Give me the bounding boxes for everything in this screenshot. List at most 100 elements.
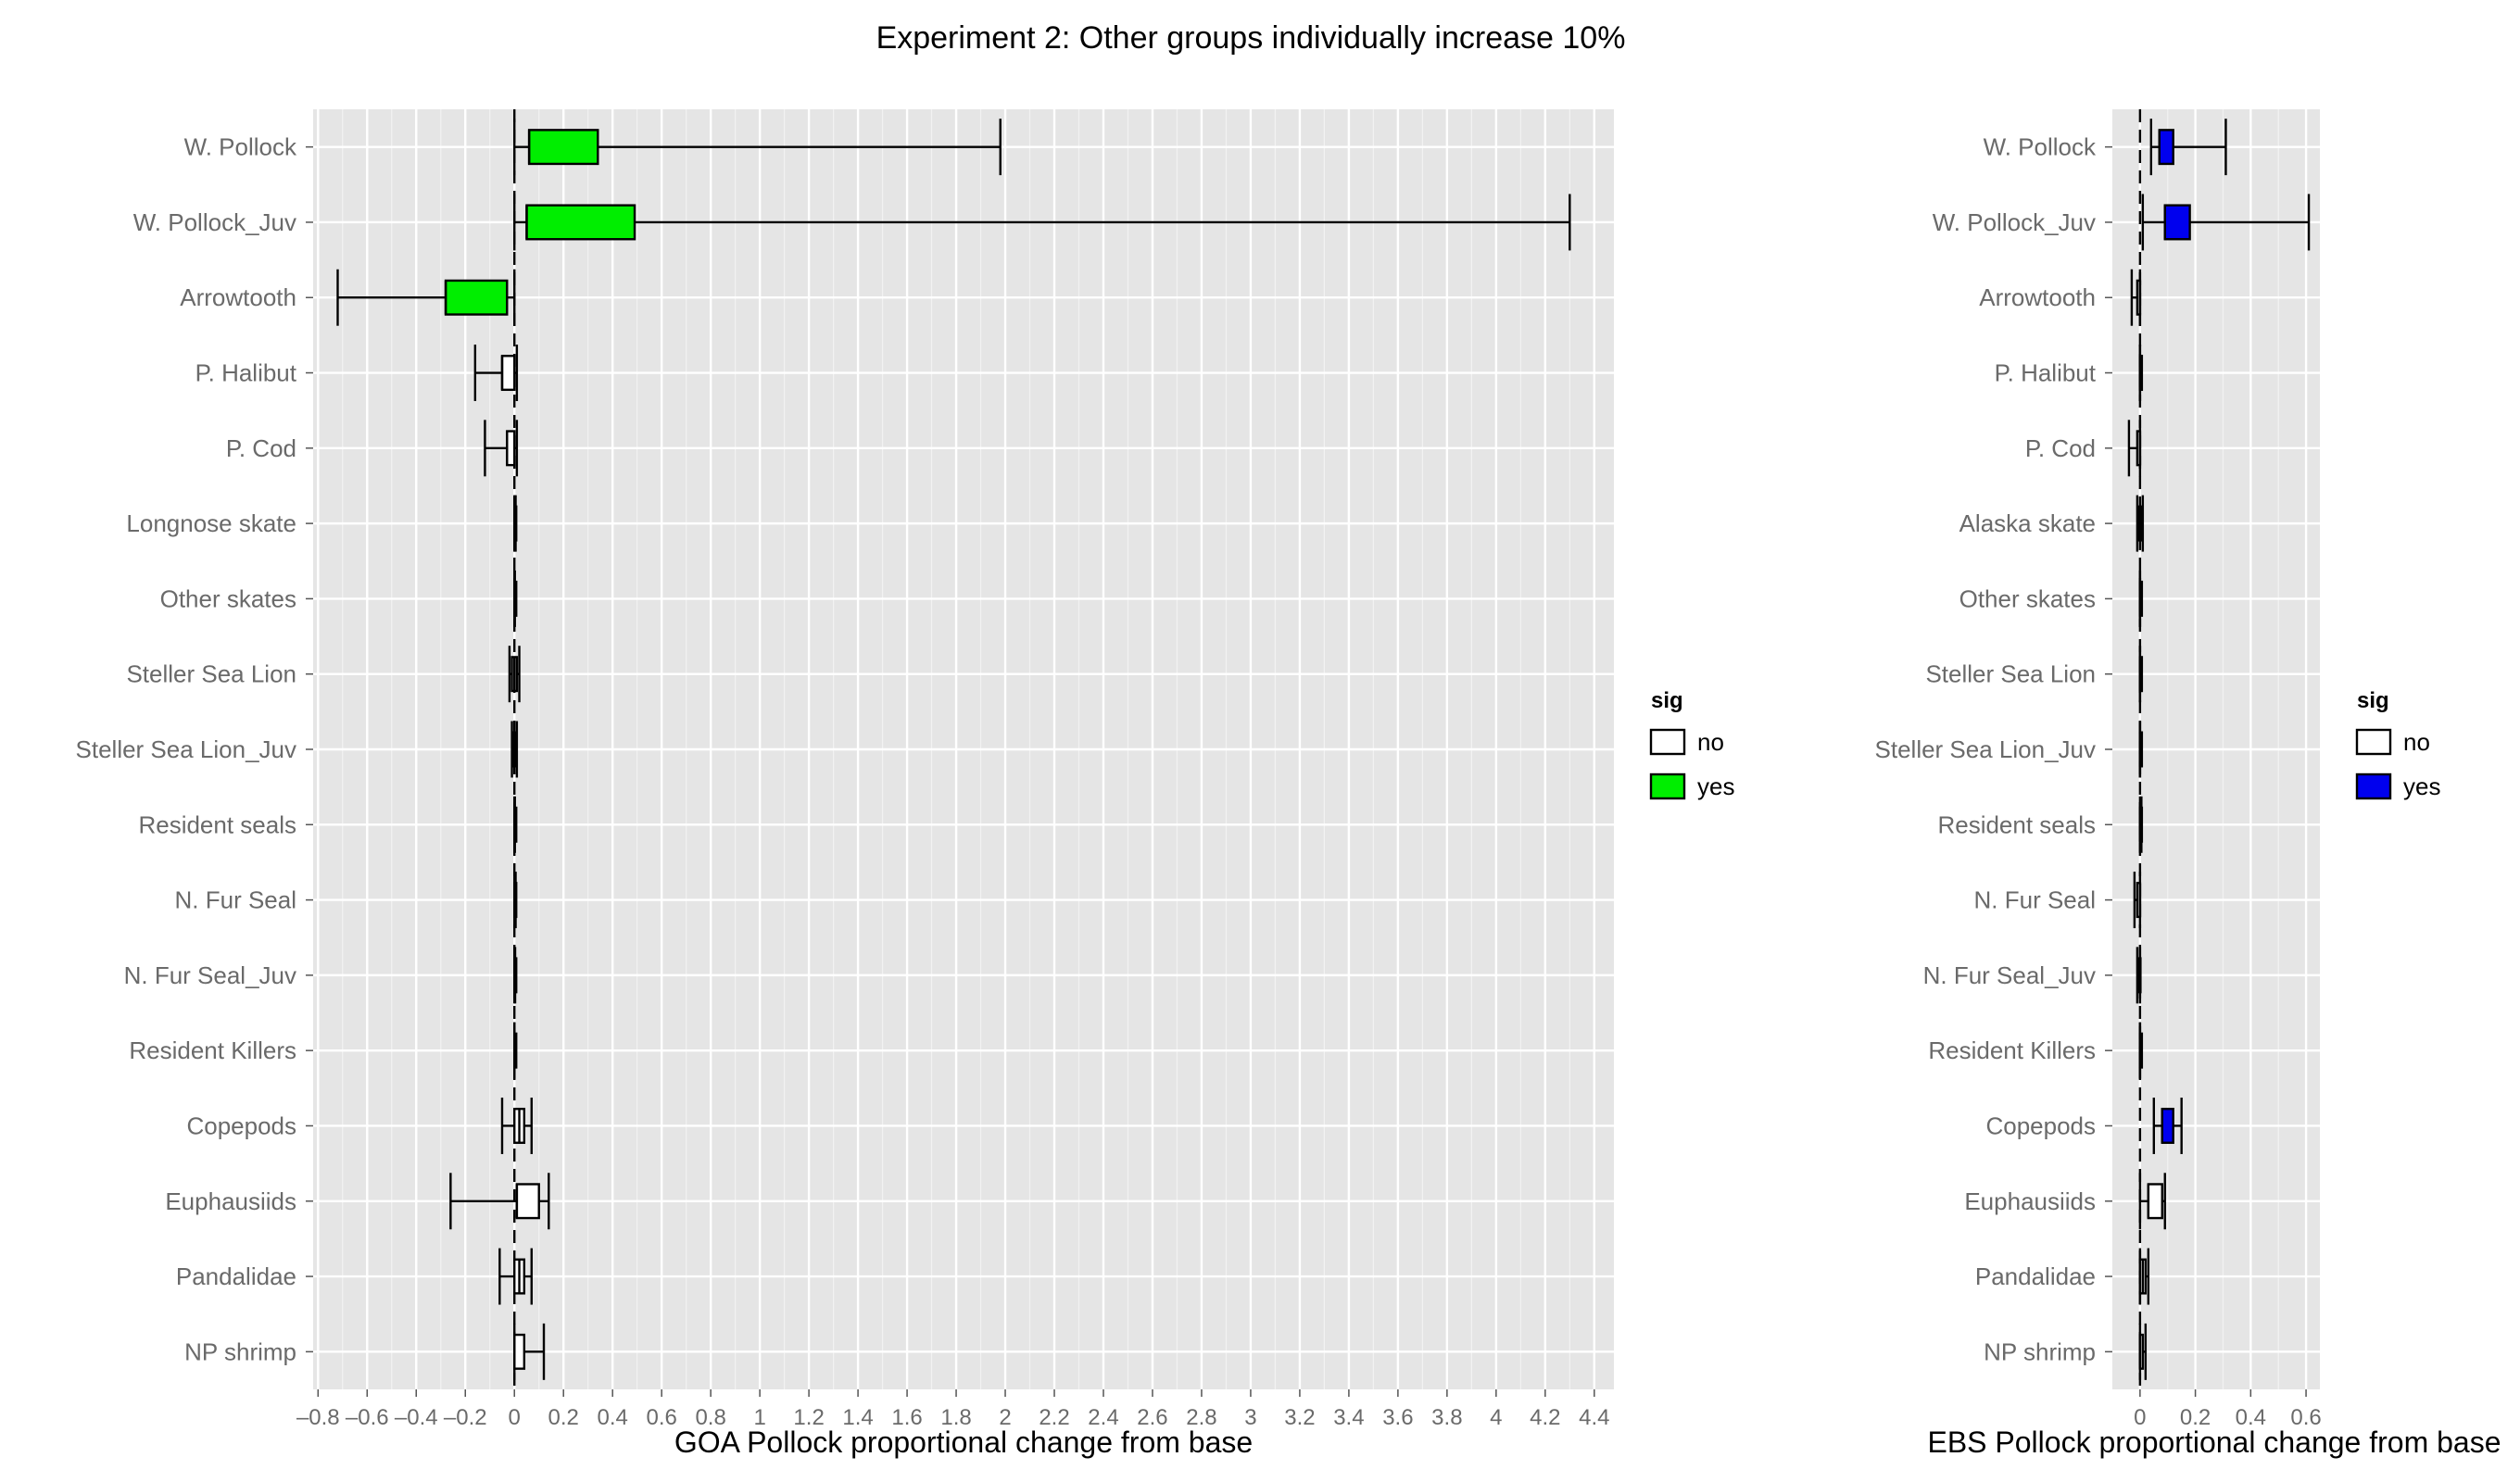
x-tick-label: 1.6	[891, 1405, 922, 1430]
category-label: Euphausiids	[165, 1187, 296, 1215]
x-tick-label: 3.8	[1431, 1405, 1462, 1430]
category-label: Pandalidae	[1975, 1262, 2096, 1290]
box-12	[2136, 947, 2142, 1004]
x-tick-label: 2.8	[1186, 1405, 1216, 1430]
x-tick-label: 1.8	[940, 1405, 971, 1430]
x-tick-label: 0.4	[2236, 1405, 2266, 1430]
legend-label-no: no	[2403, 728, 2430, 756]
x-tick-label: 0.6	[646, 1405, 676, 1430]
box-iqr	[500, 355, 516, 392]
legend-key-no	[2355, 728, 2392, 756]
box-iqr	[525, 204, 636, 241]
box-12	[513, 947, 518, 1004]
x-tick-label: 4	[1490, 1405, 1502, 1430]
category-label: N. Fur Seal_Juv	[124, 961, 296, 989]
x-tick-label: –0.2	[444, 1405, 487, 1430]
x-tick-label: 2.2	[1039, 1405, 1069, 1430]
category-label: Arrowtooth	[1979, 283, 2096, 311]
x-tick-label: 0.6	[2290, 1405, 2321, 1430]
x-tick-label: 3.2	[1284, 1405, 1315, 1430]
category-label: NP shrimp	[184, 1338, 296, 1365]
category-label: Euphausiids	[1964, 1187, 2096, 1215]
box-9	[510, 721, 519, 778]
x-tick-label: 1.2	[793, 1405, 824, 1430]
x-tick-label: 0.8	[695, 1405, 725, 1430]
category-label: Resident seals	[1937, 810, 2096, 838]
box-10	[2138, 796, 2144, 853]
box-5	[484, 420, 519, 477]
x-tick-label: 0.2	[548, 1405, 579, 1430]
category-label: Other skates	[1959, 584, 2096, 612]
box-8	[2138, 646, 2144, 703]
box-iqr	[513, 1333, 526, 1370]
box-13	[2138, 1022, 2144, 1079]
x-tick-label: 3	[1244, 1405, 1256, 1430]
box-4	[2138, 345, 2144, 402]
box-iqr	[2158, 129, 2174, 166]
x-tick-label: 0	[2134, 1405, 2146, 1430]
x-tick-label: 3.4	[1333, 1405, 1364, 1430]
category-label: Resident seals	[138, 810, 296, 838]
box-2	[2141, 194, 2311, 251]
box-7	[513, 570, 518, 627]
x-tick-label: 2.6	[1137, 1405, 1167, 1430]
category-label: W. Pollock_Juv	[1933, 208, 2096, 236]
category-label: P. Cod	[226, 434, 296, 462]
box-7	[2138, 570, 2144, 627]
box-9	[2138, 721, 2144, 778]
category-label: Copepods	[186, 1112, 296, 1139]
box-10	[513, 796, 518, 853]
x-tick-label: –0.6	[346, 1405, 389, 1430]
box-1	[2149, 119, 2227, 176]
category-label: N. Fur Seal_Juv	[1923, 961, 2096, 989]
box-17	[2138, 1323, 2148, 1380]
category-label: Steller Sea Lion_Juv	[1875, 735, 2096, 763]
legend-label-yes: yes	[1697, 772, 1734, 800]
box-8	[508, 646, 521, 703]
x-axis-title: GOA Pollock proportional change from bas…	[674, 1425, 1253, 1459]
box-14	[2152, 1097, 2183, 1154]
x-tick-label: 2	[999, 1405, 1011, 1430]
legend-title: sig	[2357, 688, 2389, 713]
box-iqr	[2161, 1107, 2174, 1144]
legend-key-yes	[2355, 772, 2392, 800]
box-16	[498, 1248, 533, 1305]
x-tick-label: 1.4	[842, 1405, 873, 1430]
legend-label-yes: yes	[2403, 772, 2440, 800]
box-11	[513, 872, 518, 929]
x-axis-title: EBS Pollock proportional change from bas…	[1927, 1425, 2501, 1459]
legend-label-no: no	[1697, 728, 1724, 756]
panel-2: 0 0.2 0.4 0.6 W. Pollock W. Pollock_Juv Arrowt…	[1875, 109, 2501, 1459]
box-1	[513, 119, 1002, 176]
box-3	[336, 269, 516, 326]
legend-key-yes	[1649, 772, 1686, 800]
box-iqr	[515, 1183, 540, 1220]
box-15	[2138, 1173, 2166, 1230]
legend-key-no	[1649, 728, 1686, 756]
x-tick-label: –0.4	[395, 1405, 438, 1430]
box-4	[473, 345, 519, 402]
category-label: NP shrimp	[1984, 1338, 2096, 1365]
x-tick-label: 0.2	[2180, 1405, 2211, 1430]
legend-title: sig	[1651, 688, 1683, 713]
category-label: P. Cod	[2025, 434, 2096, 462]
box-6	[2136, 495, 2145, 552]
box-6	[513, 495, 518, 552]
category-label: Resident Killers	[1928, 1036, 2096, 1064]
x-tick-label: 0.4	[597, 1405, 627, 1430]
x-tick-label: –0.8	[296, 1405, 340, 1430]
box-11	[2133, 872, 2142, 929]
panel-1: –0.8 –0.6 –0.4 –0.2 0 0.2 0.4 0.6 0.8 1 1.2 1.4 1.6 1…	[76, 109, 1734, 1459]
category-label: N. Fur Seal	[1974, 886, 2097, 914]
box-iqr	[527, 129, 599, 166]
box-16	[2138, 1248, 2150, 1305]
x-tick-label: 4.2	[1530, 1405, 1560, 1430]
box-3	[2130, 269, 2142, 326]
category-label: N. Fur Seal	[175, 886, 297, 914]
category-label: Steller Sea Lion	[1925, 660, 2096, 688]
x-tick-label: 0	[509, 1405, 521, 1430]
category-label: W. Pollock	[184, 133, 297, 161]
